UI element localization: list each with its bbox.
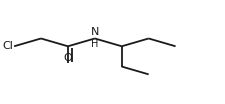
- Text: Cl: Cl: [2, 41, 13, 51]
- Text: H: H: [91, 39, 98, 49]
- Text: O: O: [63, 53, 72, 63]
- Text: N: N: [90, 27, 99, 37]
